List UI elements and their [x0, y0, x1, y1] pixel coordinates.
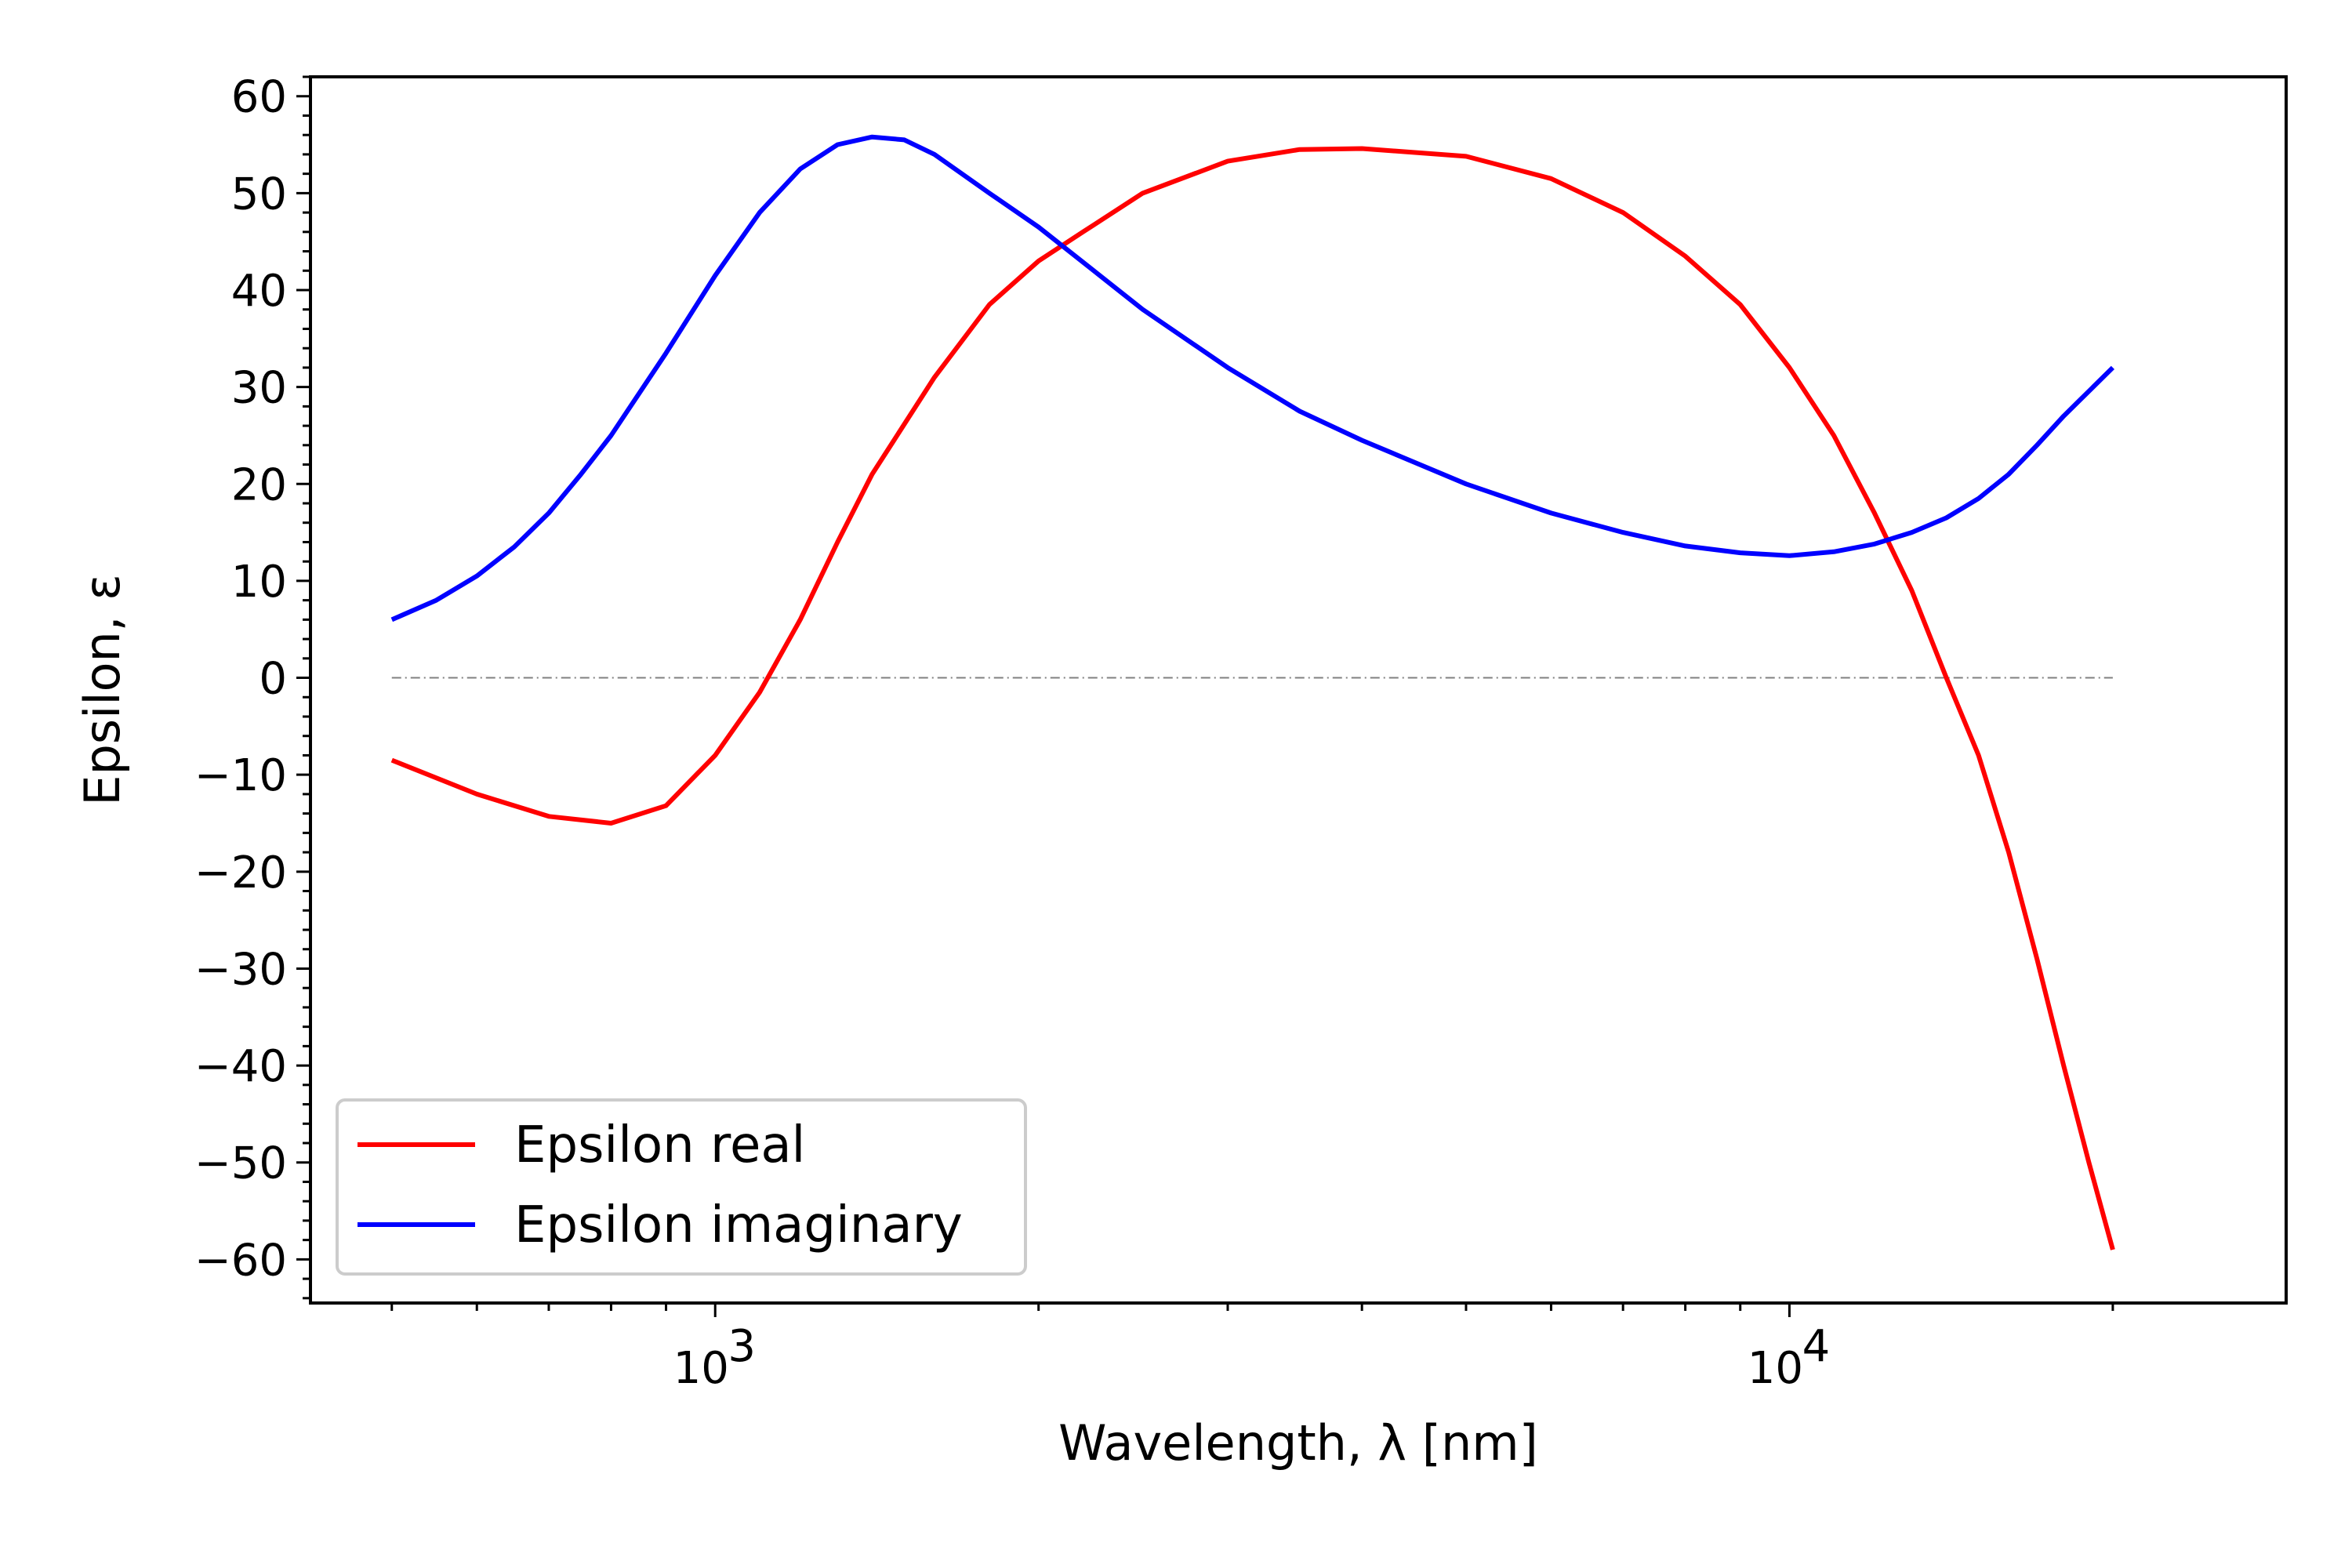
y-tick-label: 60: [231, 72, 287, 123]
y-tick-label: 40: [231, 266, 287, 317]
plot-frame: [309, 75, 2288, 1305]
x-tick-label: 10: [673, 1343, 729, 1394]
x-tick-label: 10: [1748, 1343, 1803, 1394]
y-tick-label: −50: [194, 1138, 287, 1189]
y-axis-label: Epsilon, ε: [74, 574, 131, 805]
series-line-epsilon-imaginary: [390, 134, 2115, 622]
y-tick-label: −20: [194, 848, 287, 898]
y-axis-ticks: 60 50 40 30 20 10 0 −10 −20 −30 −40 −50 −60: [194, 72, 310, 1300]
legend-label-epsilon-real: Epsilon real: [514, 1116, 805, 1174]
x-tick-exponent: 4: [1802, 1321, 1831, 1372]
y-tick-label: 50: [231, 169, 287, 220]
series-line-epsilon-real: [390, 146, 2115, 1250]
y-tick-label: −10: [194, 750, 287, 801]
y-tick-label: −60: [194, 1235, 287, 1286]
y-tick-label: −40: [194, 1041, 287, 1092]
y-tick-label: 20: [231, 459, 287, 510]
y-tick-label: 10: [231, 557, 287, 608]
legend-label-epsilon-imaginary: Epsilon imaginary: [514, 1196, 963, 1254]
legend: Epsilon real Epsilon imaginary: [336, 1098, 1027, 1276]
x-axis-label: Wavelength, λ [nm]: [1058, 1414, 1538, 1472]
y-tick-label: 0: [259, 654, 287, 705]
x-axis-ticks: 103 104: [390, 1303, 2114, 1394]
y-tick-label: −30: [194, 944, 287, 995]
series-layer: [390, 134, 2115, 1250]
x-tick-exponent: 3: [728, 1321, 756, 1372]
y-tick-label: 30: [231, 363, 287, 414]
legend-box: [336, 1098, 1027, 1276]
